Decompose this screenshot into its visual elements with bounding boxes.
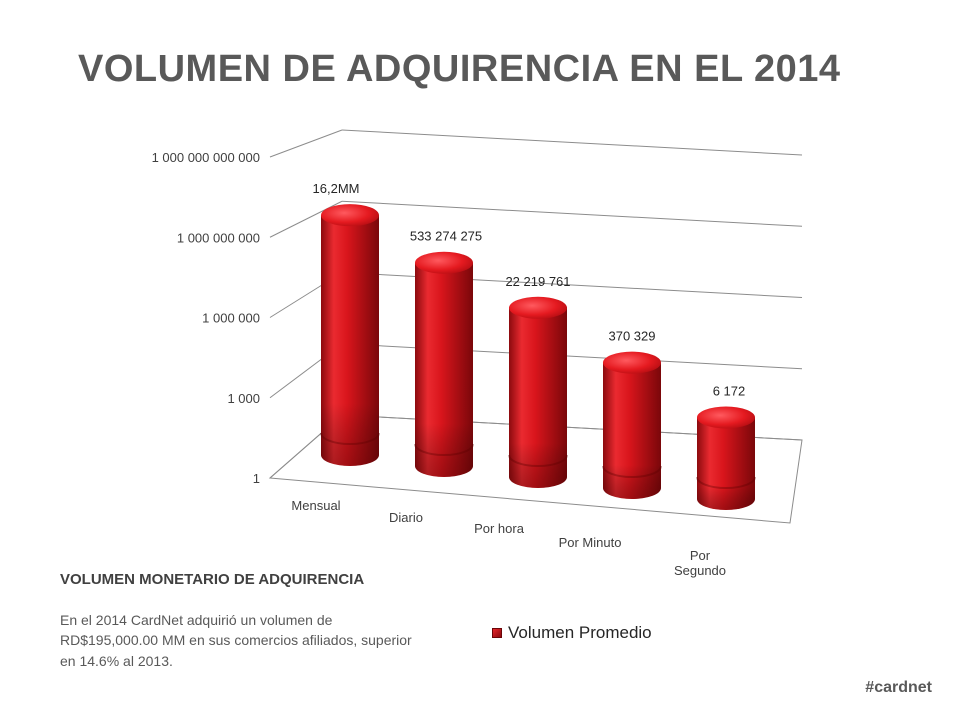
page-title: VOLUMEN DE ADQUIRENCIA EN EL 2014 bbox=[78, 48, 841, 90]
bar-shade bbox=[321, 215, 379, 466]
category-label: Por Minuto bbox=[559, 535, 622, 550]
category-label: Diario bbox=[389, 510, 423, 525]
bar-band bbox=[696, 476, 756, 489]
gridline-side bbox=[269, 129, 343, 158]
category-label: Por hora bbox=[474, 521, 525, 536]
gridline bbox=[341, 343, 803, 370]
y-tick-label: 1 000 bbox=[227, 391, 260, 406]
bar-top bbox=[509, 296, 567, 319]
data-label: 533 274 275 bbox=[410, 229, 482, 244]
gridline bbox=[341, 129, 803, 156]
bar-shade bbox=[603, 362, 661, 499]
data-label: 6 172 bbox=[713, 384, 746, 399]
bar bbox=[414, 251, 474, 477]
y-tick-label: 1 000 000 000 bbox=[177, 230, 260, 245]
bar-top bbox=[321, 204, 379, 227]
legend-label: Volumen Promedio bbox=[508, 623, 652, 642]
bar-top bbox=[697, 406, 755, 429]
bar-band bbox=[602, 465, 662, 478]
bar-top bbox=[603, 351, 661, 374]
bar bbox=[320, 204, 380, 466]
bar-top bbox=[415, 251, 473, 274]
data-label: 370 329 bbox=[609, 329, 656, 344]
category-label: Mensual bbox=[291, 498, 340, 513]
category-label: Por Segundo bbox=[674, 548, 726, 578]
data-label: 16,2MM bbox=[313, 181, 360, 196]
bar bbox=[508, 296, 568, 488]
y-tick-label: 1 000 000 000 000 bbox=[152, 150, 260, 165]
bar-band bbox=[414, 443, 474, 456]
bar-shade bbox=[697, 417, 755, 510]
legend-swatch bbox=[492, 628, 502, 638]
bar-shade bbox=[415, 262, 473, 477]
data-label: 22 219 761 bbox=[505, 274, 570, 289]
bar bbox=[696, 406, 756, 510]
bar bbox=[602, 351, 662, 499]
gridline bbox=[341, 200, 803, 227]
info-heading: VOLUMEN MONETARIO DE ADQUIRENCIA bbox=[60, 571, 365, 588]
chart-legend: Volumen Promedio bbox=[492, 623, 652, 643]
gridline bbox=[341, 272, 803, 298]
y-tick-label: 1 bbox=[253, 471, 260, 486]
hashtag: #cardnet bbox=[865, 679, 932, 696]
bar-band bbox=[320, 432, 380, 445]
y-tick-label: 1 000 000 bbox=[202, 311, 260, 326]
info-text: En el 2014 CardNet adquirió un volumen d… bbox=[60, 612, 412, 669]
bar-shade bbox=[509, 307, 567, 488]
bar-band bbox=[508, 454, 568, 467]
bar-chart: 1 1 000 1 000 000 1 000 000 000 1 000 000 00… bbox=[152, 129, 803, 578]
chart-floor bbox=[268, 414, 803, 524]
